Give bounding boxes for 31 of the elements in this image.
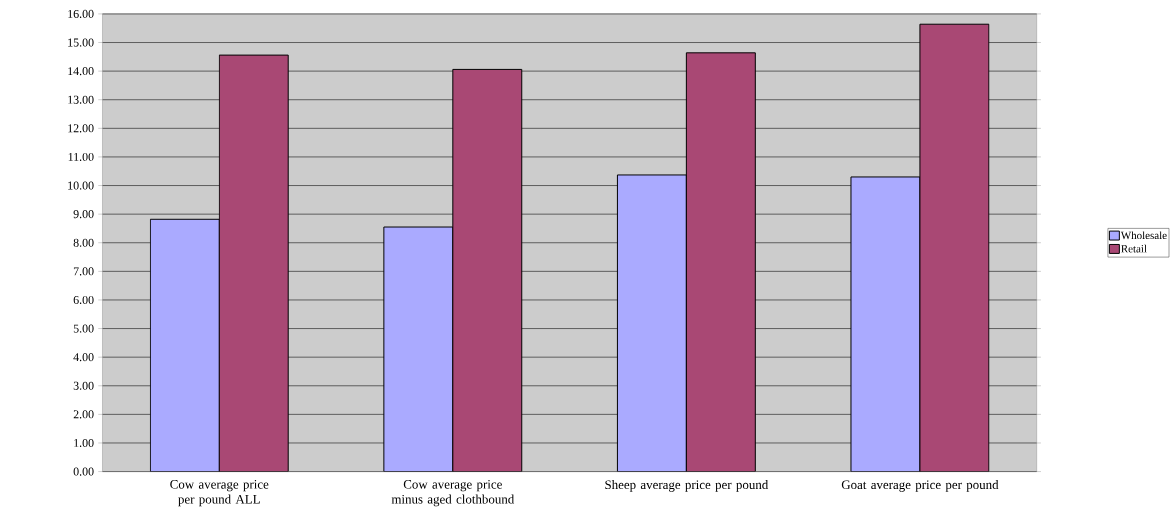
y-tick-label: 5.00 bbox=[73, 324, 94, 333]
x-tick-label: Sheep average price per pound bbox=[605, 479, 769, 492]
bar bbox=[919, 23, 990, 472]
legend-label: Retail bbox=[1121, 244, 1147, 253]
legend-label: Wholesale bbox=[1120, 231, 1167, 239]
bar bbox=[685, 52, 756, 472]
x-tick-label: Goat average price per pound bbox=[841, 479, 999, 492]
y-tick-label: 14.00 bbox=[68, 66, 94, 76]
y-tick-label: 3.00 bbox=[73, 381, 94, 390]
y-tick-label: 16.00 bbox=[68, 9, 94, 18]
y-tick-label: 1.00 bbox=[74, 438, 94, 447]
y-tick-label: 9.00 bbox=[73, 209, 94, 219]
y-tick-label: 6.00 bbox=[73, 295, 94, 304]
y-tick-label: 15.00 bbox=[68, 38, 94, 47]
y-tick-label: 10.00 bbox=[68, 181, 94, 190]
bar bbox=[616, 174, 687, 472]
bar bbox=[149, 218, 220, 472]
bar bbox=[218, 54, 289, 472]
y-tick-label: 7.00 bbox=[73, 267, 94, 276]
y-tick-label: 2.00 bbox=[73, 410, 94, 419]
x-tick-label: Cow average price per pound ALL bbox=[170, 479, 269, 507]
bar bbox=[383, 226, 454, 472]
y-tick-label: 12.00 bbox=[68, 124, 94, 133]
bar bbox=[850, 176, 921, 472]
x-tick-label: Cow average price minus aged clothbound bbox=[391, 479, 515, 507]
y-tick-label: 11.00 bbox=[68, 152, 94, 161]
y-tick-label: 13.00 bbox=[68, 95, 94, 104]
y-tick-label: 4.00 bbox=[73, 352, 94, 362]
bar bbox=[452, 68, 523, 472]
y-tick-label: 0.00 bbox=[73, 467, 94, 476]
y-tick-label: 8.00 bbox=[73, 238, 94, 247]
